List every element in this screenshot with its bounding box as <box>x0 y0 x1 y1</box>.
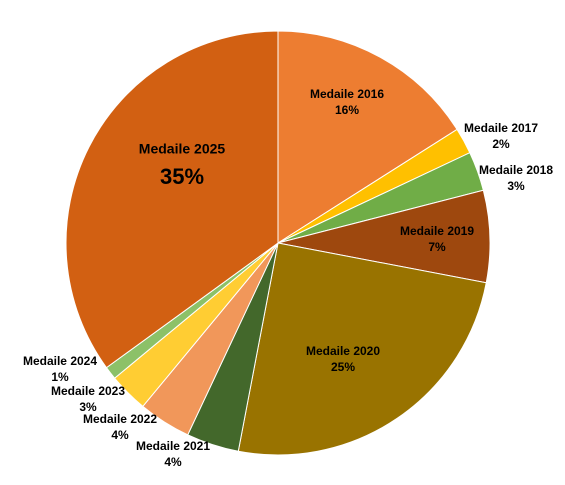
slice-label-value: 7% <box>428 240 446 254</box>
pie-slice <box>277 30 458 244</box>
slice-label-value: 35% <box>160 164 204 189</box>
slice-label-value: 4% <box>111 428 129 442</box>
slice-label-name: Medaile 2019 <box>400 224 474 238</box>
slice-label-name: Medaile 2023 <box>51 384 125 398</box>
pie-slice <box>237 242 487 456</box>
slice-label-name: Medaile 2018 <box>479 163 553 177</box>
slice-label-name: Medaile 2025 <box>139 141 226 157</box>
slice-label-name: Medaile 2016 <box>310 87 384 101</box>
slice-label-value: 1% <box>51 370 69 384</box>
slice-label-name: Medaile 2022 <box>83 412 157 426</box>
pie-slice <box>65 30 279 369</box>
slice-label-value: 3% <box>79 400 97 414</box>
slice-label-name: Medaile 2024 <box>23 354 97 368</box>
slice-label-value: 3% <box>507 179 525 193</box>
slice-label-value: 16% <box>335 103 359 117</box>
slice-label-value: 4% <box>164 455 182 469</box>
slice-label-name: Medaile 2017 <box>464 121 538 135</box>
slice-label-value: 2% <box>492 137 510 151</box>
slice-label-name: Medaile 2020 <box>306 344 380 358</box>
slice-label-value: 25% <box>331 360 355 374</box>
slice-label-name: Medaile 2021 <box>136 439 210 453</box>
